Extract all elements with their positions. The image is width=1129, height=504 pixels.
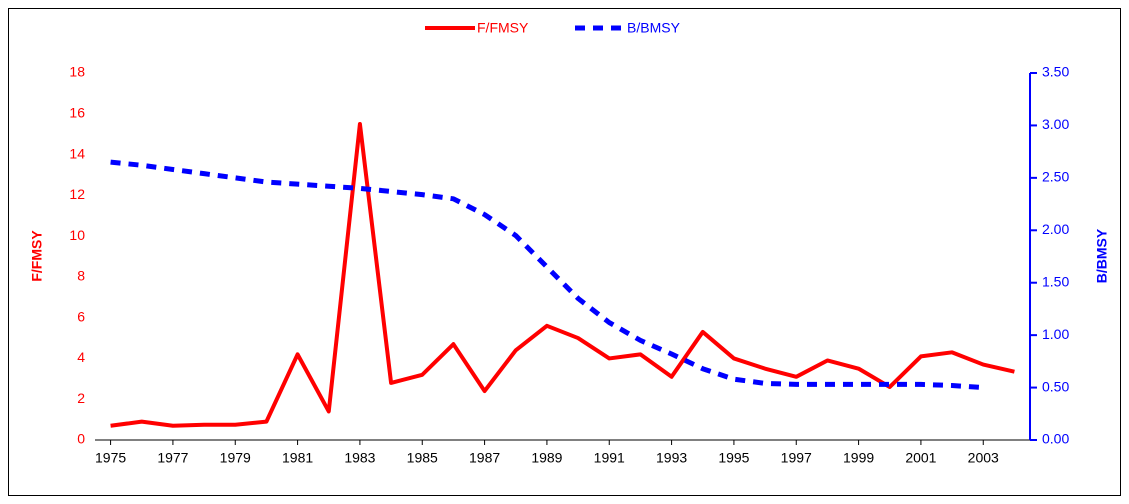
- y-tick-label: 16: [69, 104, 85, 120]
- x-tick-label: 2003: [968, 450, 999, 466]
- y-tick-label: 12: [69, 186, 85, 202]
- chart-border: [8, 8, 1121, 496]
- legend-label: B/BMSY: [627, 20, 681, 36]
- x-tick-label: 1983: [344, 450, 375, 466]
- y-tick-label: 14: [69, 145, 85, 161]
- y2-axis-title: B/BMSY: [1094, 228, 1110, 283]
- y-tick-label: 18: [69, 64, 85, 80]
- y-tick-label: 6: [77, 308, 85, 324]
- y-tick-label: 2: [77, 390, 85, 406]
- x-tick-label: 1989: [531, 450, 562, 466]
- x-tick-label: 1993: [656, 450, 687, 466]
- y2-tick-label: 0.00: [1042, 431, 1069, 447]
- x-tick-label: 1995: [718, 450, 749, 466]
- y-axis-title: F/FMSY: [29, 230, 45, 282]
- y-tick-label: 0: [77, 431, 85, 447]
- y2-tick-label: 2.50: [1042, 169, 1069, 185]
- y-tick-label: 10: [69, 227, 85, 243]
- series-line: [110, 159, 984, 391]
- x-tick-label: 1979: [220, 450, 251, 466]
- y2-tick-label: 1.50: [1042, 273, 1069, 289]
- y2-tick-label: 3.50: [1042, 64, 1069, 80]
- x-tick-label: 1987: [469, 450, 500, 466]
- y2-tick-label: 3.00: [1042, 116, 1069, 132]
- x-tick-label: 1977: [157, 450, 188, 466]
- y2-tick-label: 0.50: [1042, 378, 1069, 394]
- x-tick-label: 2001: [905, 450, 936, 466]
- x-tick-label: 1975: [95, 450, 126, 466]
- legend-label: F/FMSY: [477, 20, 529, 36]
- x-tick-label: 1985: [407, 450, 438, 466]
- x-tick-label: 1999: [843, 450, 874, 466]
- y-tick-label: 8: [77, 268, 85, 284]
- y2-tick-label: 1.00: [1042, 326, 1069, 342]
- x-tick-label: 1991: [594, 450, 625, 466]
- y2-tick-label: 2.00: [1042, 221, 1069, 237]
- x-tick-label: 1997: [781, 450, 812, 466]
- x-tick-label: 1981: [282, 450, 313, 466]
- y-tick-label: 4: [77, 349, 85, 365]
- series-line: [110, 121, 1015, 428]
